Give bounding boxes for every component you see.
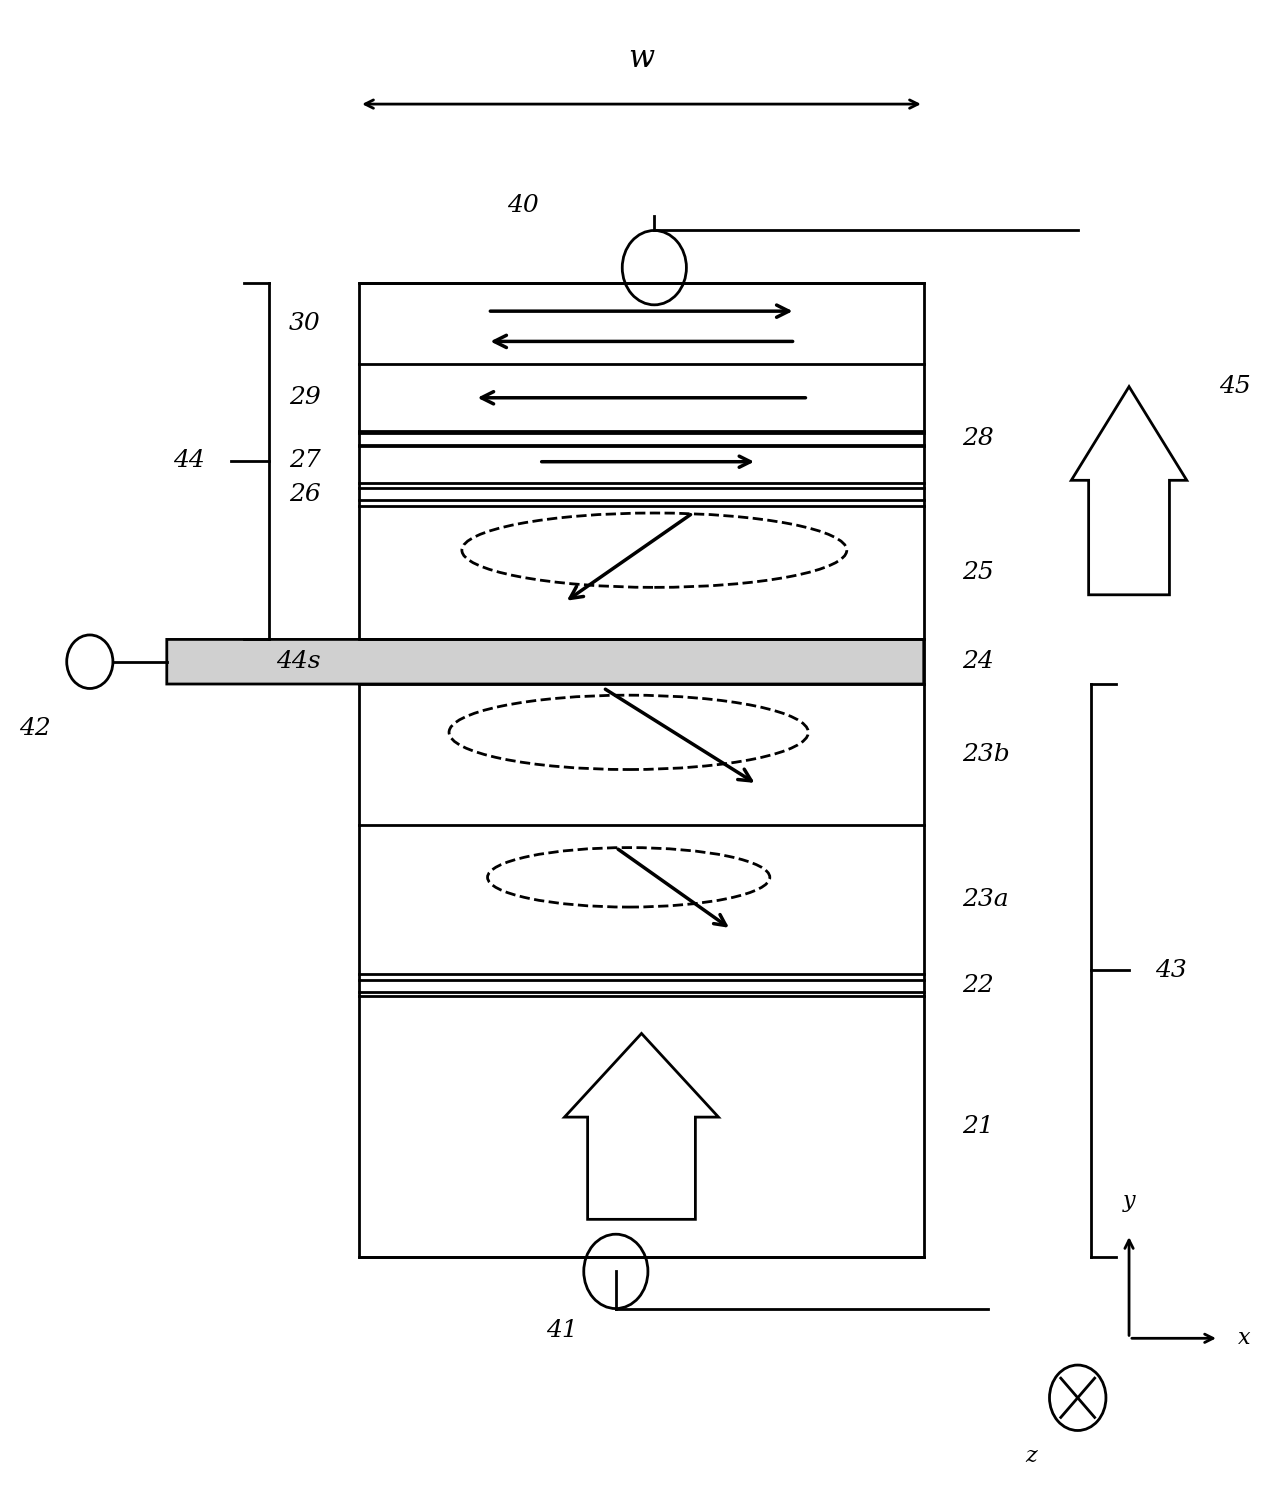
Bar	[359, 283, 924, 1257]
FancyBboxPatch shape	[167, 639, 924, 684]
Polygon shape	[1071, 387, 1187, 595]
Text: 28: 28	[962, 427, 994, 451]
Text: 27: 27	[289, 449, 321, 473]
Text: 45: 45	[1219, 375, 1251, 399]
Text: z: z	[1025, 1445, 1037, 1468]
Text: 23b: 23b	[962, 744, 1010, 766]
Text: 44: 44	[173, 449, 205, 473]
Text: 24: 24	[962, 650, 994, 674]
Text: 29: 29	[289, 387, 321, 409]
Text: 42: 42	[19, 717, 51, 741]
Circle shape	[67, 635, 113, 688]
Text: 25: 25	[962, 561, 994, 584]
Text: 30: 30	[289, 312, 321, 335]
Text: y: y	[1123, 1190, 1135, 1212]
Text: 40: 40	[507, 193, 539, 217]
Text: 44s: 44s	[276, 650, 321, 674]
Text: 23a: 23a	[962, 888, 1008, 912]
Text: x: x	[1238, 1328, 1251, 1349]
Text: 22: 22	[962, 974, 994, 996]
Text: 43: 43	[1155, 959, 1187, 981]
Text: 21: 21	[962, 1115, 994, 1138]
Text: w: w	[629, 43, 654, 74]
Text: 41: 41	[545, 1319, 577, 1343]
Polygon shape	[565, 1033, 718, 1219]
Text: 26: 26	[289, 483, 321, 506]
